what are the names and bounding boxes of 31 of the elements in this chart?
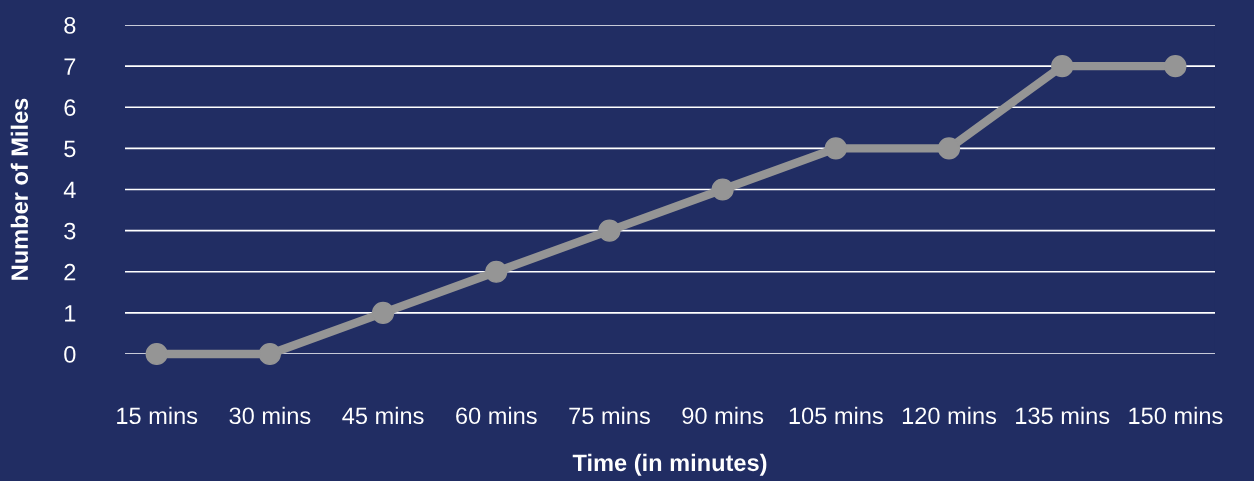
y-tick-label: 7 [64, 58, 76, 75]
x-tick-label: 45 mins [342, 406, 424, 425]
y-tick-label: 4 [63, 181, 76, 199]
y-tick-label: 1 [65, 305, 76, 322]
point [258, 342, 281, 366]
x-tick-label: 30 mins [229, 406, 311, 425]
y-tick-label: 5 [64, 140, 76, 158]
x-tick-label: 15 mins [117, 406, 198, 425]
point [937, 137, 961, 160]
point [598, 219, 621, 242]
y-tick-label: 0 [64, 346, 76, 363]
x-tick-label: 120 mins [902, 406, 997, 425]
x-axis-title: Time (in minutes) [572, 453, 767, 476]
x-tick-label: 150 mins [1129, 406, 1223, 425]
x-tick-label: 75 mins [569, 406, 650, 425]
x-tick-label: 105 mins [789, 406, 883, 425]
y-tick-label: 3 [64, 222, 76, 240]
point [1051, 55, 1074, 78]
point [1164, 55, 1187, 78]
point [371, 301, 395, 324]
x-tick-label: 90 mins [682, 406, 764, 425]
point [145, 342, 168, 366]
y-axis-title: Number of Miles [10, 98, 29, 280]
x-tick-label: 135 mins [1016, 406, 1110, 425]
point [711, 178, 734, 201]
point [485, 260, 508, 283]
y-tick-label: 2 [64, 263, 76, 281]
y-tick-label: 8 [64, 17, 76, 34]
point [824, 137, 847, 160]
x-tick-label: 60 mins [456, 406, 537, 425]
y-tick-label: 6 [64, 99, 76, 117]
